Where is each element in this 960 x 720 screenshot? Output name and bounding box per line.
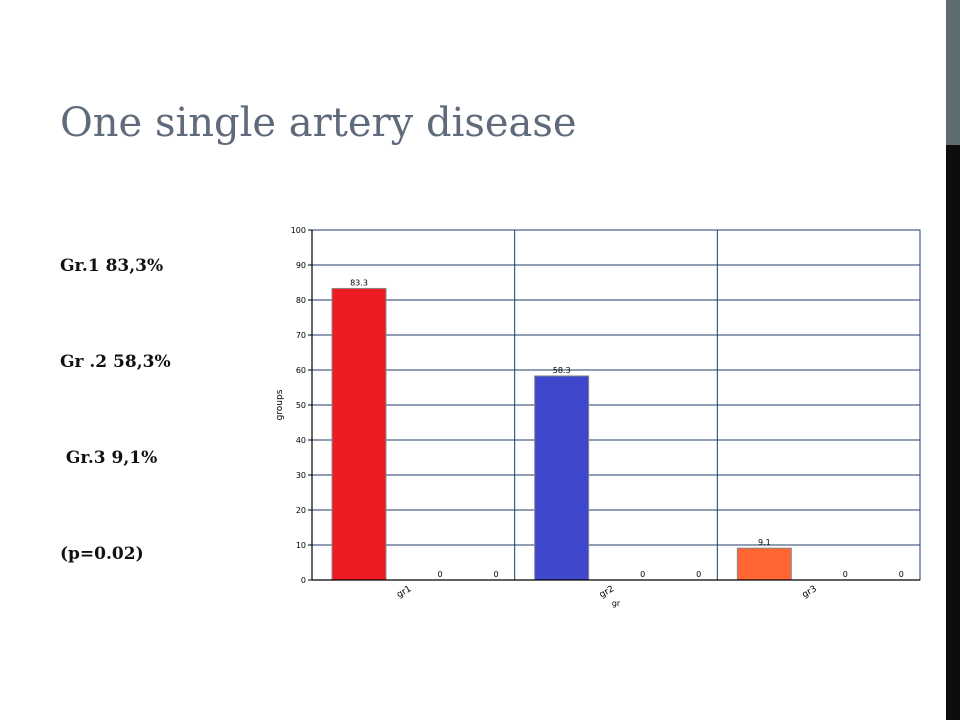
data-label-gr3-0: 9.1 xyxy=(758,538,771,547)
data-label-gr2-1: 0 xyxy=(640,570,645,579)
y-tick-label-10: 100 xyxy=(291,226,306,235)
bar-gr1-0 xyxy=(331,287,387,581)
summary-text: Gr.1 83,3% Gr .2 58,3% Gr.3 9,1% (p=0.02… xyxy=(60,186,171,602)
y-tick-label-6: 60 xyxy=(296,366,306,375)
x-axis-title: gr xyxy=(612,599,621,608)
data-label-gr2-0: 58.3 xyxy=(553,366,571,375)
y-tick-label-9: 90 xyxy=(296,261,306,270)
category-label-gr2: gr2 xyxy=(598,584,616,600)
axes xyxy=(308,229,921,581)
category-label-gr3: gr3 xyxy=(801,584,819,600)
y-tick-label-8: 80 xyxy=(296,296,306,305)
bar-gr3-0 xyxy=(736,547,792,581)
y-tick-label-7: 70 xyxy=(296,331,306,340)
sidebar-accent-bottom xyxy=(946,145,960,720)
y-tick-label-2: 20 xyxy=(296,506,306,515)
bar-gr2-0 xyxy=(534,375,590,581)
y-tick-label-0: 0 xyxy=(301,576,306,585)
y-tick-label-5: 50 xyxy=(296,401,306,410)
data-label-gr1-2: 0 xyxy=(493,570,498,579)
group2-percent: Gr .2 58,3% xyxy=(60,352,171,372)
data-label-gr1-0: 83.3 xyxy=(350,278,368,287)
y-axis-title: groups xyxy=(275,389,285,420)
bar-chart: 0 10 20 30 40 50 60 70 80 90 100 83.3 0 0 gr1 58.3 0 0 gr2… xyxy=(275,226,921,608)
data-label-gr2-2: 0 xyxy=(696,570,701,579)
group3-percent: Gr.3 9,1% xyxy=(60,448,158,468)
grid xyxy=(312,229,920,581)
y-tick-label-4: 40 xyxy=(296,436,306,445)
y-tick-label-1: 10 xyxy=(296,541,306,550)
sidebar-accent-top xyxy=(946,0,960,145)
data-label-gr1-1: 0 xyxy=(437,570,442,579)
category-label-gr1: gr1 xyxy=(395,584,413,600)
bars xyxy=(331,287,792,581)
slide-title: One single artery disease xyxy=(60,100,577,146)
group1-percent: Gr.1 83,3% xyxy=(60,256,164,276)
data-label-gr3-2: 0 xyxy=(899,570,904,579)
y-tick-label-3: 30 xyxy=(296,471,306,480)
p-value: (p=0.02) xyxy=(60,544,144,564)
data-label-gr3-1: 0 xyxy=(843,570,848,579)
